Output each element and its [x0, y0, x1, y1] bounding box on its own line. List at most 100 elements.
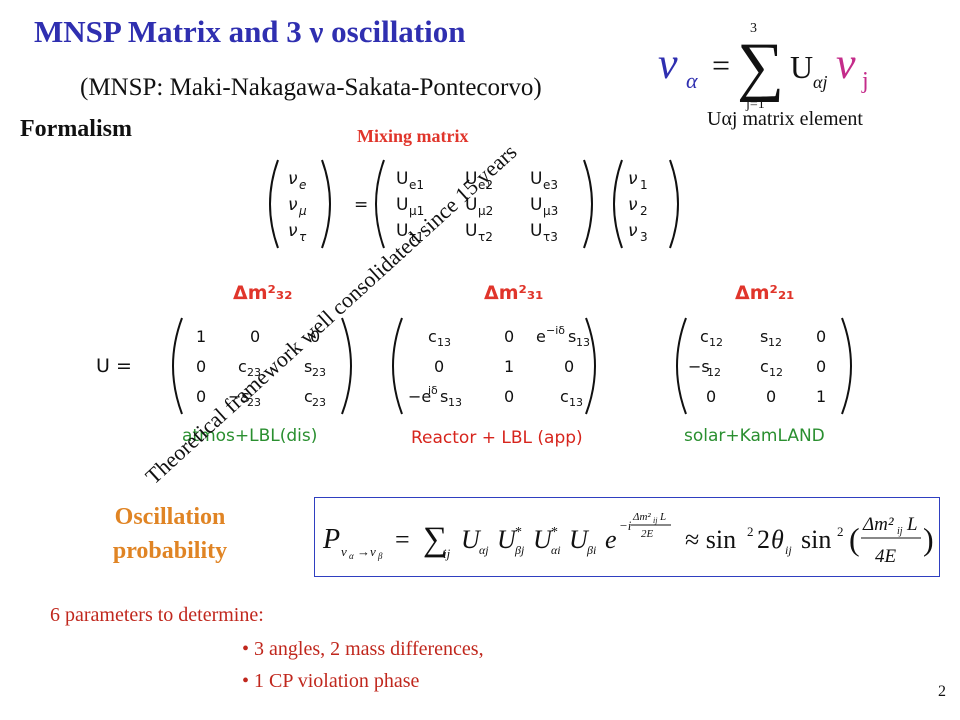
matrix-element-label: Uαj matrix element: [707, 108, 863, 130]
svg-text:ij: ij: [785, 543, 792, 557]
svg-text:2: 2: [837, 524, 844, 539]
svg-text:23: 23: [312, 396, 326, 409]
svg-text:3: 3: [640, 230, 648, 244]
svg-text:e2: e2: [478, 178, 493, 192]
svg-text:2: 2: [757, 525, 770, 554]
svg-text:τ3: τ3: [543, 230, 558, 244]
svg-text:U: U: [396, 195, 408, 215]
svg-text:13: 13: [448, 396, 462, 409]
svg-text:e: e: [536, 327, 546, 346]
param-bullet-1: • 3 angles, 2 mass differences,: [242, 638, 484, 660]
svg-text:μ1: μ1: [409, 204, 424, 218]
svg-text:=: =: [712, 47, 730, 83]
svg-text:U =: U =: [96, 355, 132, 377]
svg-text:U: U: [465, 221, 477, 241]
svg-text:−s: −s: [228, 387, 250, 406]
flavor-sum-formula: ν α = ∑ 3 j=1 U αj ν j: [658, 21, 869, 112]
svg-text:−i: −i: [619, 518, 632, 533]
rotated-framework-note: Theoretical framework well consolidated …: [140, 139, 522, 489]
svg-text:ν: ν: [288, 221, 298, 241]
svg-text:U: U: [790, 49, 813, 85]
svg-text:τ: τ: [299, 230, 307, 244]
svg-text:e1: e1: [409, 178, 424, 192]
svg-text:τ2: τ2: [478, 230, 493, 244]
svg-text:s: s: [440, 387, 448, 406]
svg-text:−e: −e: [408, 387, 431, 406]
svg-text:e3: e3: [543, 178, 558, 192]
svg-text:ij: ij: [653, 516, 658, 525]
svg-text:=: =: [395, 525, 410, 554]
svg-text:α: α: [349, 551, 354, 561]
svg-text:e: e: [605, 525, 617, 554]
param-bullet-1-text: 3 angles, 2 mass differences,: [254, 638, 484, 660]
param-bullet-2-text: 1 CP violation phase: [254, 670, 420, 692]
svg-text:c: c: [760, 357, 769, 376]
svg-text:U: U: [465, 195, 477, 215]
svg-text:1: 1: [640, 178, 648, 192]
svg-text:s: s: [568, 327, 576, 346]
caption-reactor: Reactor + LBL (app): [411, 428, 583, 448]
svg-text:Δm²: Δm²: [862, 514, 894, 535]
svg-text:0: 0: [816, 357, 826, 376]
svg-text:13: 13: [576, 336, 590, 349]
svg-text:U: U: [530, 169, 542, 189]
svg-text:∑: ∑: [423, 521, 447, 558]
svg-text:τ1: τ1: [409, 230, 424, 244]
svg-text:ν: ν: [628, 169, 638, 189]
svg-text:ij: ij: [443, 546, 451, 561]
svg-text:(: (: [849, 521, 860, 557]
svg-text:2: 2: [747, 524, 754, 539]
svg-text:ν: ν: [288, 195, 298, 215]
svg-text:→: →: [357, 544, 370, 559]
svg-text:sin: sin: [801, 525, 831, 554]
svg-text:0: 0: [564, 357, 574, 376]
svg-text:*: *: [515, 525, 522, 540]
oscillation-probability-label: Oscillation probability: [60, 500, 280, 568]
svg-text:c: c: [428, 327, 437, 346]
svg-text:−iδ: −iδ: [546, 324, 565, 337]
svg-text:ij: ij: [897, 526, 903, 537]
slide-subtitle: (MNSP: Maki-Nakagawa-Sakata-Pontecorvo): [80, 74, 542, 101]
svg-text:ν: ν: [288, 169, 298, 189]
svg-text:s: s: [304, 357, 312, 376]
mixing-matrix-label: Mixing matrix: [357, 126, 469, 146]
svg-text:βi: βi: [586, 543, 596, 557]
svg-text:U: U: [569, 525, 590, 554]
svg-text:U: U: [461, 525, 482, 554]
svg-text:4E: 4E: [875, 546, 897, 567]
svg-text:ν: ν: [628, 195, 638, 215]
page-number: 2: [938, 683, 946, 700]
slide-title: MNSP Matrix and 3 ν oscillation: [34, 14, 466, 49]
svg-text:0: 0: [706, 387, 716, 406]
svg-text:0: 0: [310, 327, 320, 346]
svg-text:L: L: [659, 511, 666, 523]
svg-text:U: U: [396, 221, 408, 241]
svg-text:j=1: j=1: [745, 97, 765, 112]
svg-text:12: 12: [768, 336, 782, 349]
svg-text:13: 13: [437, 336, 451, 349]
svg-text:13: 13: [569, 396, 583, 409]
svg-text:23: 23: [247, 396, 261, 409]
svg-text:≈ sin: ≈ sin: [685, 525, 736, 554]
svg-text:2: 2: [640, 204, 648, 218]
svg-text:0: 0: [434, 357, 444, 376]
dm32-label: Δm²₃₂: [233, 282, 293, 304]
svg-text:0: 0: [196, 387, 206, 406]
dm21-label: Δm²₂₁: [735, 282, 795, 304]
svg-text:μ: μ: [298, 204, 307, 218]
svg-text:ν: ν: [658, 39, 678, 88]
svg-text:23: 23: [247, 366, 261, 379]
osc-label-line1: Oscillation: [114, 504, 226, 530]
svg-text:0: 0: [504, 327, 514, 346]
svg-text:1: 1: [196, 327, 206, 346]
svg-text:): ): [923, 521, 934, 557]
svg-text:U: U: [533, 525, 554, 554]
svg-text:μ3: μ3: [543, 204, 558, 218]
svg-text:μ2: μ2: [478, 204, 493, 218]
svg-text:c: c: [560, 387, 569, 406]
svg-text:0: 0: [766, 387, 776, 406]
svg-text:*: *: [551, 525, 558, 540]
svg-text:c: c: [700, 327, 709, 346]
